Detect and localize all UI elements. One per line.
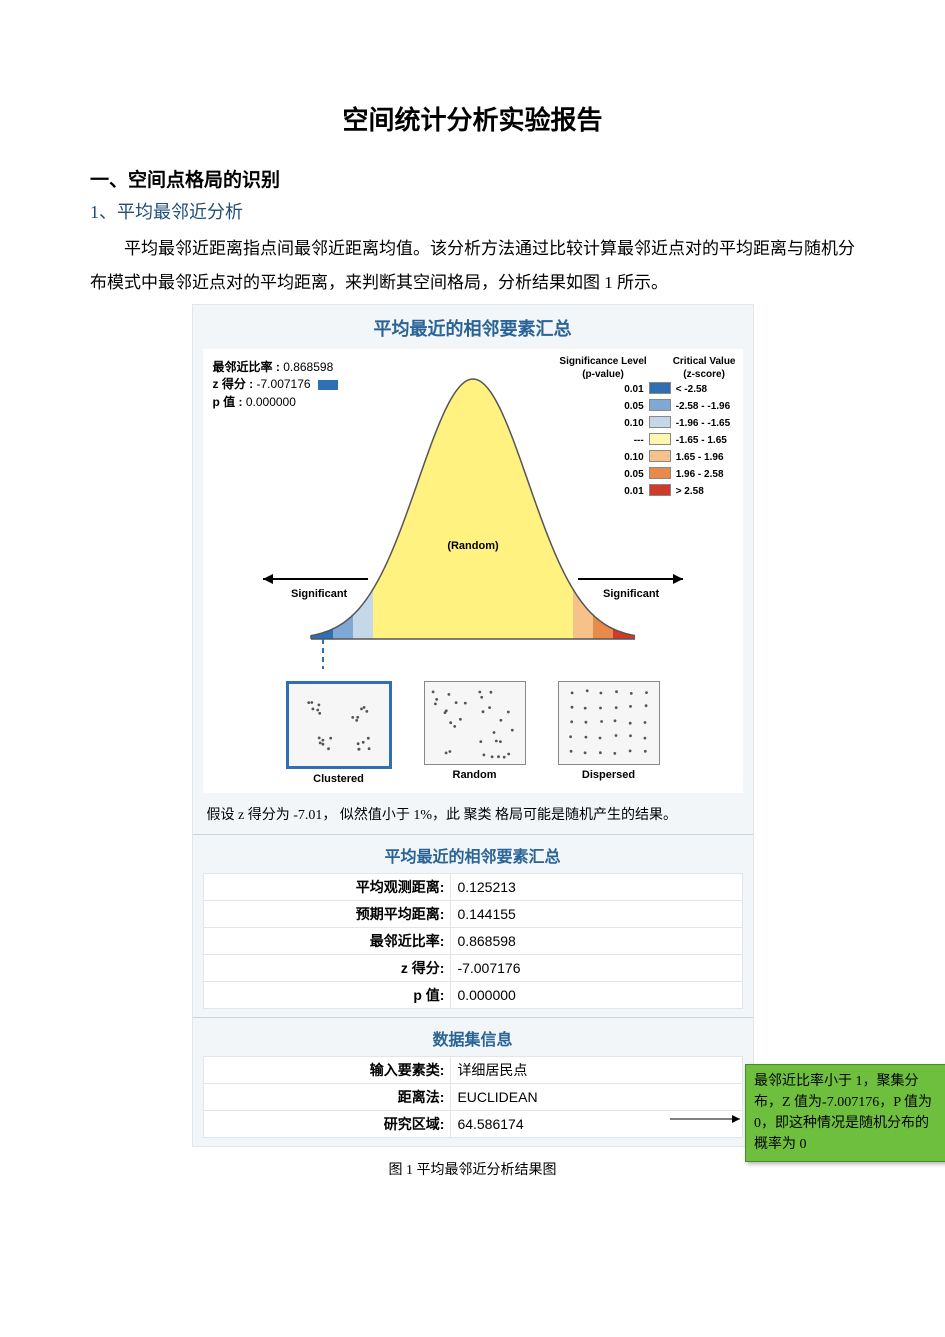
- dataset-table: 输入要素类:详细居民点距离法:EUCLIDEAN研究区域:64.586174: [203, 1056, 743, 1138]
- figure-wrapper: 平均最近的相邻要素汇总 Significant Significant (Rando…: [90, 304, 855, 1147]
- summary-subtitle: 平均最近的相邻要素汇总: [193, 834, 753, 873]
- subsection-heading: 1、平均最邻近分析: [90, 198, 855, 224]
- table-row: z 得分:-7.007176: [203, 955, 742, 982]
- pattern-thumb-dispersed: [558, 681, 660, 765]
- callout-arrow: [670, 1109, 750, 1129]
- significance-legend: Significance LevelCritical Value(p-value…: [558, 355, 736, 500]
- document-page: 空间统计分析实验报告 一、空间点格局的识别 1、平均最邻近分析 平均最邻近距离指…: [0, 0, 945, 1219]
- row-key: 平均观测距离:: [203, 874, 451, 901]
- z-swatch: [318, 380, 338, 390]
- svg-text:Significant: Significant: [603, 588, 660, 600]
- section-heading: 一、空间点格局的识别: [90, 165, 855, 192]
- pattern-thumbnails: Clustered Random Dispersed: [203, 669, 743, 793]
- pattern-label: Clustered: [278, 773, 400, 785]
- table-row: 平均观测距离:0.125213: [203, 874, 742, 901]
- pattern-thumb-random: [424, 681, 526, 765]
- z-label: z 得分 :: [213, 377, 254, 391]
- pattern-label: Random: [416, 769, 534, 781]
- document-title: 空间统计分析实验报告: [90, 100, 855, 137]
- bell-chart: Significant Significant (Random) 最邻近比率 : 0…: [203, 349, 743, 669]
- row-key: 最邻近比率:: [203, 928, 451, 955]
- row-value: 0.144155: [451, 901, 742, 928]
- p-value: 0.000000: [246, 395, 296, 409]
- table-row: 预期平均距离:0.144155: [203, 901, 742, 928]
- row-value: 0.868598: [451, 928, 742, 955]
- stats-block: 最邻近比率 : 0.868598 z 得分 : -7.007176 p 值 : …: [213, 359, 338, 411]
- nnr-label: 最邻近比率 :: [213, 360, 280, 374]
- row-value: 0.000000: [451, 982, 742, 1009]
- row-key: 研究区域:: [203, 1111, 451, 1138]
- row-key: 距离法:: [203, 1084, 451, 1111]
- table-row: 最邻近比率:0.868598: [203, 928, 742, 955]
- row-key: 预期平均距离:: [203, 901, 451, 928]
- panel-title: 平均最近的相邻要素汇总: [193, 305, 753, 349]
- row-key: z 得分:: [203, 955, 451, 982]
- row-key: p 值:: [203, 982, 451, 1009]
- row-value: -7.007176: [451, 955, 742, 982]
- row-value: 0.125213: [451, 874, 742, 901]
- pattern-thumb-clustered: [286, 681, 392, 769]
- figure-caption: 图 1 平均最邻近分析结果图: [90, 1159, 855, 1179]
- table-row: 研究区域:64.586174: [203, 1111, 742, 1138]
- table-row: 输入要素类:详细居民点: [203, 1057, 742, 1084]
- interpretation-text: 假设 z 得分为 -7.01， 似然值小于 1%，此 聚类 格局可能是随机产生的…: [207, 805, 739, 826]
- summary-table: 平均观测距离:0.125213预期平均距离:0.144155最邻近比率:0.86…: [203, 873, 743, 1009]
- result-panel: 平均最近的相邻要素汇总 Significant Significant (Rando…: [192, 304, 754, 1147]
- z-value: -7.007176: [257, 377, 311, 391]
- row-key: 输入要素类:: [203, 1057, 451, 1084]
- table-row: 距离法:EUCLIDEAN: [203, 1084, 742, 1111]
- svg-text:(Random): (Random): [447, 540, 499, 552]
- annotation-callout: 最邻近比率小于 1，聚集分布，Z 值为-7.007176，P 值为 0，即这种情…: [745, 1064, 945, 1162]
- svg-text:Significant: Significant: [291, 588, 348, 600]
- body-paragraph: 平均最邻近距离指点间最邻近距离均值。该分析方法通过比较计算最邻近点对的平均距离与…: [90, 232, 855, 300]
- row-value: 详细居民点: [451, 1057, 742, 1084]
- dataset-subtitle: 数据集信息: [193, 1017, 753, 1056]
- p-label: p 值 :: [213, 395, 243, 409]
- nnr-value: 0.868598: [283, 360, 333, 374]
- table-row: p 值:0.000000: [203, 982, 742, 1009]
- row-value: EUCLIDEAN: [451, 1084, 742, 1111]
- pattern-label: Dispersed: [550, 769, 668, 781]
